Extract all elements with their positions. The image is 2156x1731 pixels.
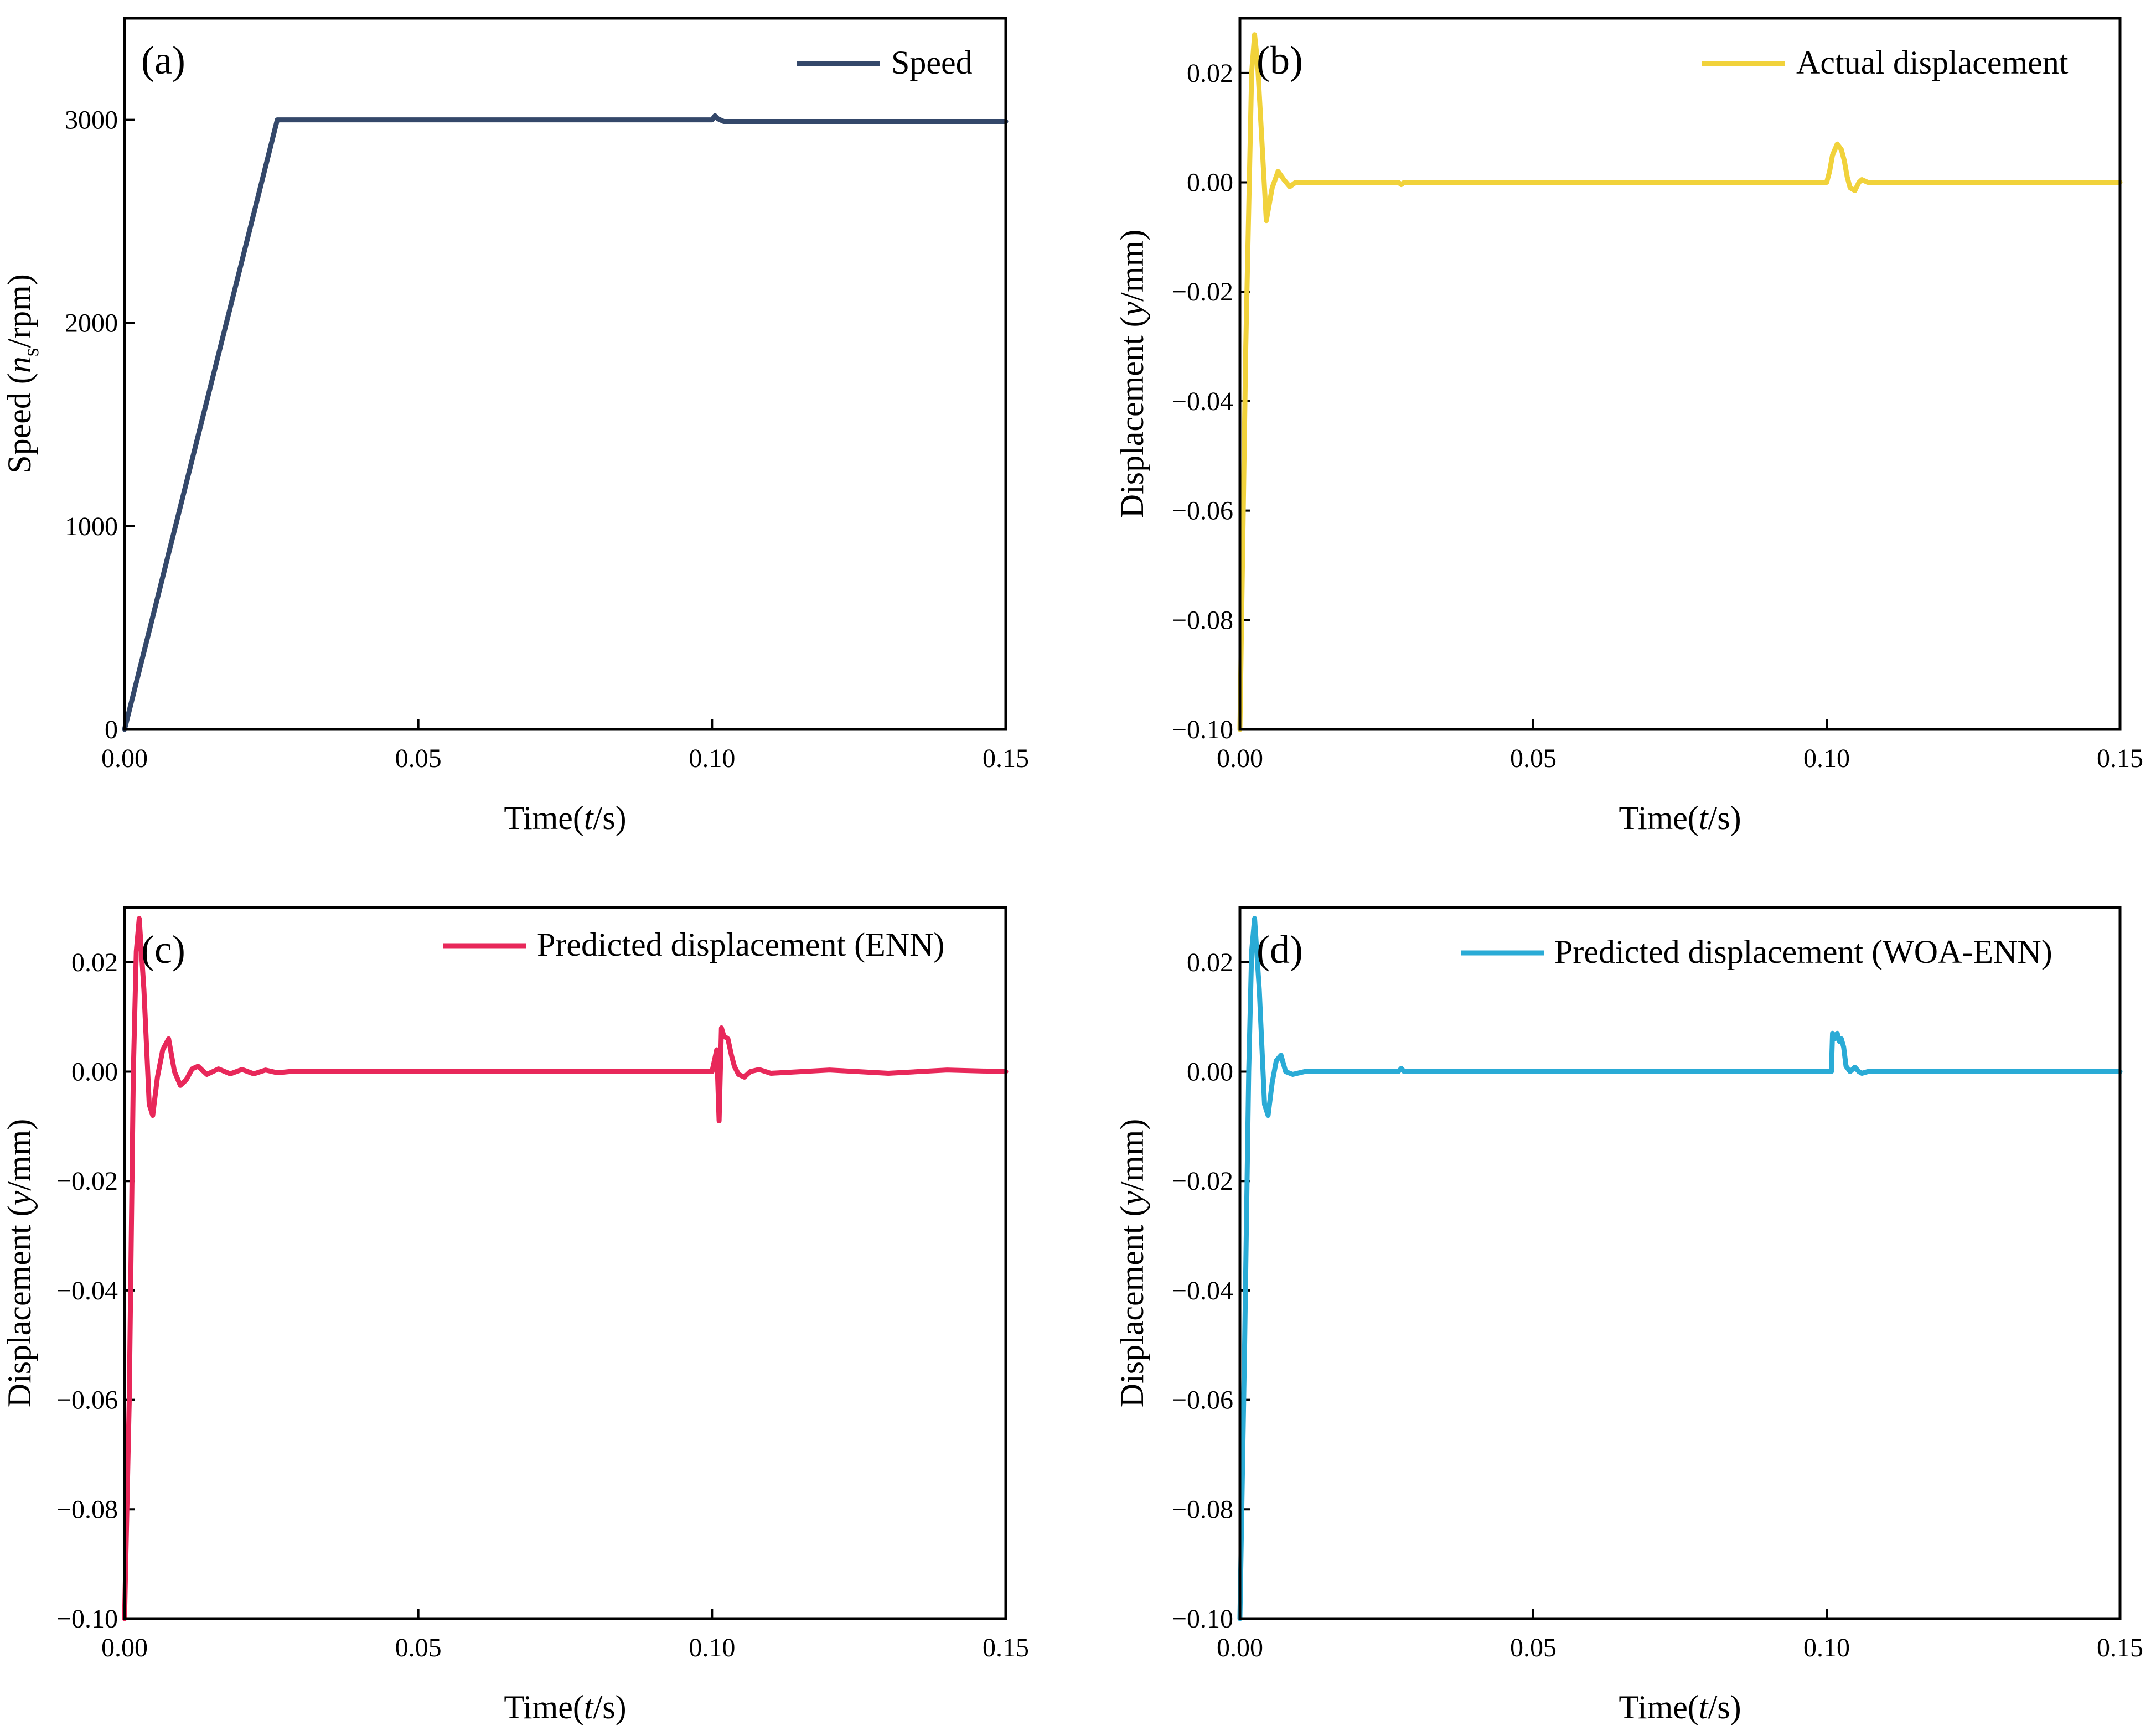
x-tick-label: 0.15 — [983, 1633, 1029, 1662]
y-tick-label: −0.04 — [1172, 387, 1233, 416]
x-axis-title: Time(t/s) — [504, 1689, 626, 1725]
y-tick-label: 2000 — [65, 309, 118, 338]
x-tick-label: 0.00 — [101, 744, 148, 773]
series-line — [122, 113, 1009, 732]
x-tick-label: 0.10 — [689, 1633, 735, 1662]
x-tick-label: 0.10 — [689, 744, 735, 773]
plot-frame — [1238, 906, 2122, 1620]
x-axis-title: Time(t/s) — [1619, 800, 1741, 836]
y-tick-label: −0.08 — [56, 1495, 118, 1524]
panel-a: 0.00 0.05 0.10 0.15 0 1000 2000 3000 (a) Speed Tim… — [1, 17, 1029, 836]
panel-d: 0.00 0.05 0.10 0.15 −0.10 −0.08 −0.06 −0.04 −0.0… — [1114, 906, 2143, 1725]
y-tick-label: 0.00 — [71, 1058, 118, 1087]
x-tick-label: 0.15 — [2097, 1633, 2143, 1662]
panel-label: (a) — [141, 38, 185, 82]
y-tick-label: −0.04 — [1172, 1276, 1233, 1305]
y-tick-label: −0.10 — [1172, 715, 1233, 744]
x-tick-label: 0.10 — [1803, 744, 1850, 773]
legend-label: Actual displacement — [1796, 44, 2069, 81]
y-tick-label: −0.04 — [56, 1276, 118, 1305]
y-tick-label: −0.08 — [1172, 605, 1233, 635]
x-tick-label: 0.05 — [395, 1633, 442, 1662]
y-tick-label: −0.10 — [56, 1604, 118, 1634]
panel-label: (c) — [141, 927, 185, 972]
x-tick-label: 0.05 — [395, 744, 442, 773]
y-tick-label: −0.02 — [1172, 1167, 1233, 1196]
x-axis-title: Time(t/s) — [1619, 1689, 1741, 1725]
y-axis-title: Displacement (y/mm) — [1114, 1119, 1150, 1408]
y-tick-label: −0.02 — [1172, 277, 1233, 307]
x-tick-label: 0.10 — [1803, 1633, 1850, 1662]
x-tick-label: 0.00 — [101, 1633, 148, 1662]
y-tick-label: 0.00 — [1187, 1058, 1233, 1087]
x-axis-title: Time(t/s) — [504, 800, 626, 836]
panel-c: 0.00 0.05 0.10 0.15 −0.10 −0.08 −0.06 −0.04 −0.0… — [1, 906, 1029, 1725]
plot-frame — [123, 906, 1007, 1620]
panels: 0.00 0.05 0.10 0.15 0 1000 2000 3000 (a) Speed Tim… — [1, 17, 2143, 1725]
y-tick-label: −0.06 — [56, 1386, 118, 1415]
y-tick-label: 3000 — [65, 106, 118, 135]
y-axis-title: Displacement (y/mm) — [1, 1119, 38, 1408]
legend-label: Speed — [891, 44, 973, 81]
x-tick-label: 0.15 — [983, 744, 1029, 773]
plot-frame — [123, 17, 1007, 731]
x-tick-label: 0.15 — [2097, 744, 2143, 773]
x-tick-label: 0.00 — [1217, 1633, 1263, 1662]
panel-label: (b) — [1257, 38, 1303, 82]
y-tick-label: 0.02 — [71, 948, 118, 977]
y-axis-title: Speed (ns/rpm) — [1, 274, 43, 474]
y-tick-label: 0.00 — [1187, 168, 1233, 198]
plot-frame — [1238, 17, 2122, 731]
panel-b: 0.00 0.05 0.10 0.15 −0.10 −0.08 −0.06 −0.04 −0.0… — [1114, 17, 2143, 836]
y-tick-label: −0.02 — [56, 1167, 118, 1196]
legend-label: Predicted displacement (WOA-ENN) — [1554, 934, 2052, 970]
panel-label: (d) — [1257, 927, 1303, 972]
y-tick-label: −0.10 — [1172, 1604, 1233, 1634]
y-tick-label: 0.02 — [1187, 59, 1233, 88]
y-tick-label: 0 — [105, 715, 118, 744]
series-line — [122, 916, 1009, 1621]
legend-label: Predicted displacement (ENN) — [537, 926, 944, 963]
x-tick-label: 0.00 — [1217, 744, 1263, 773]
x-tick-label: 0.05 — [1510, 1633, 1557, 1662]
y-tick-label: −0.06 — [1172, 1386, 1233, 1415]
series-line — [1237, 916, 2123, 1621]
y-axis-title: Displacement (y/mm) — [1114, 230, 1150, 519]
y-tick-label: −0.06 — [1172, 496, 1233, 526]
x-tick-label: 0.05 — [1510, 744, 1557, 773]
y-tick-label: −0.08 — [1172, 1495, 1233, 1524]
y-tick-label: 0.02 — [1187, 948, 1233, 977]
y-tick-label: 1000 — [65, 512, 118, 541]
series-line — [1237, 32, 2123, 732]
